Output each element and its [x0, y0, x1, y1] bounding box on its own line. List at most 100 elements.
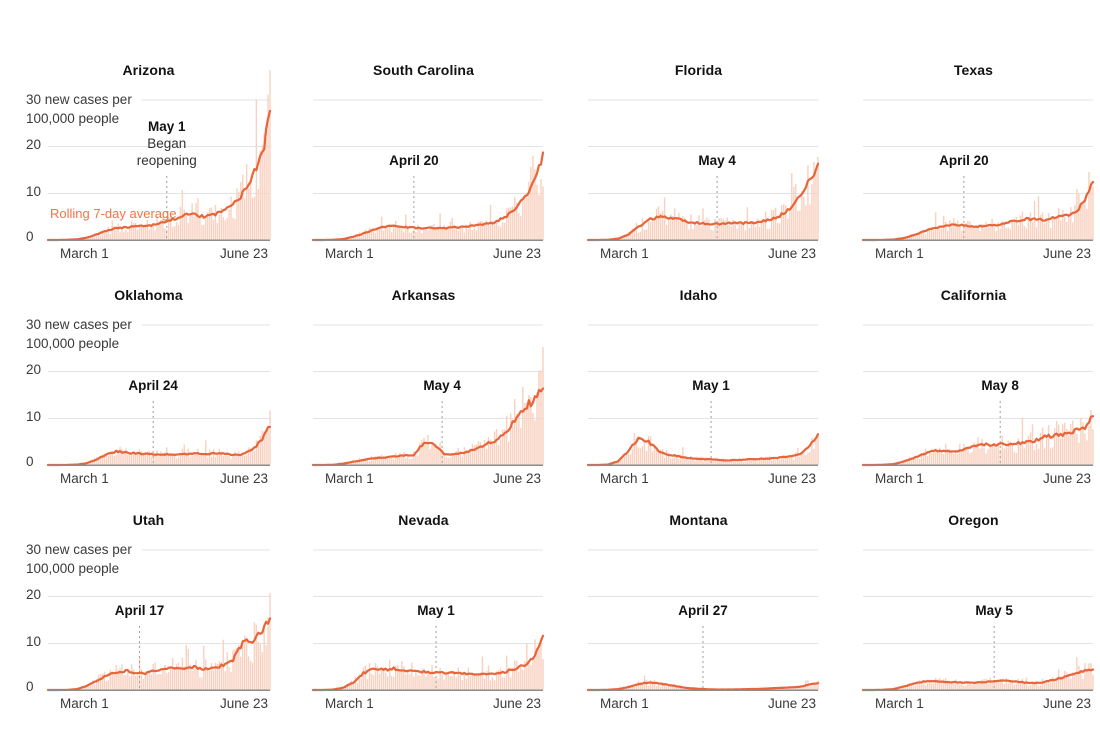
daily-cases-bar	[782, 457, 785, 465]
daily-cases-bar	[1005, 228, 1007, 240]
daily-cases-bar	[459, 451, 461, 465]
daily-cases-bar	[259, 435, 261, 465]
daily-cases-bar	[191, 455, 193, 465]
daily-cases-bar	[86, 684, 88, 690]
daily-cases-bar	[473, 673, 476, 690]
daily-cases-bar	[201, 677, 203, 690]
daily-cases-bar	[265, 137, 267, 240]
y-tick-20: 20	[26, 362, 42, 377]
daily-cases-bar	[750, 460, 753, 465]
daily-cases-bar	[148, 229, 150, 240]
daily-cases-bar	[175, 221, 178, 240]
daily-cases-bar	[210, 662, 213, 690]
daily-cases-bar	[922, 229, 925, 240]
daily-cases-bar	[979, 680, 981, 690]
daily-cases-bar	[461, 227, 464, 240]
daily-cases-bar	[959, 684, 961, 690]
daily-cases-bar	[505, 208, 508, 240]
daily-cases-bar	[243, 198, 246, 240]
daily-cases-bar	[906, 459, 909, 465]
daily-cases-bar	[991, 446, 993, 465]
daily-cases-bar	[123, 675, 125, 690]
daily-cases-bar	[510, 413, 512, 465]
daily-cases-bar	[360, 459, 363, 465]
daily-cases-bar	[505, 415, 508, 465]
daily-cases-bar	[479, 672, 482, 690]
daily-cases-bar	[949, 683, 951, 690]
daily-cases-bar	[1082, 204, 1084, 240]
daily-cases-bar	[637, 232, 640, 240]
daily-cases-bar	[780, 457, 783, 465]
daily-cases-bar	[255, 440, 258, 465]
daily-cases-bar	[205, 440, 207, 465]
daily-cases-bar	[146, 673, 149, 690]
daily-cases-bar	[785, 456, 787, 465]
daily-cases-bar	[216, 453, 219, 465]
daily-cases-bar	[651, 681, 654, 690]
daily-cases-bar	[429, 226, 431, 240]
daily-cases-bar	[981, 439, 983, 465]
daily-cases-bar	[1037, 685, 1040, 690]
daily-cases-bar	[1017, 678, 1020, 690]
daily-cases-bar	[195, 659, 197, 690]
daily-cases-bar	[348, 463, 351, 465]
daily-cases-bar	[999, 228, 1001, 240]
daily-cases-bar	[88, 685, 90, 690]
daily-cases-bar	[360, 236, 363, 240]
daily-cases-bar	[463, 232, 466, 240]
daily-cases-bar	[983, 447, 985, 465]
daily-cases-bar	[807, 452, 809, 465]
daily-cases-bar	[465, 224, 468, 240]
daily-cases-bar	[193, 668, 195, 690]
daily-cases-bar	[945, 443, 947, 465]
daily-cases-bar	[350, 461, 353, 465]
daily-cases-bar	[918, 459, 921, 465]
daily-cases-bar	[1043, 681, 1046, 690]
daily-cases-bar	[392, 676, 395, 690]
daily-cases-bar	[805, 455, 807, 465]
daily-cases-bar	[961, 451, 963, 465]
daily-cases-bar	[516, 660, 518, 690]
daily-cases-bar	[162, 669, 164, 690]
daily-cases-bar	[461, 679, 464, 690]
daily-cases-bar	[957, 220, 959, 240]
daily-cases-bar	[169, 213, 172, 240]
daily-cases-bar	[232, 454, 234, 465]
daily-cases-bar	[770, 209, 773, 240]
daily-cases-bar	[495, 429, 498, 465]
daily-cases-bar	[522, 669, 524, 690]
daily-cases-bar	[706, 217, 708, 240]
daily-cases-bar	[1043, 448, 1046, 465]
daily-cases-bar	[109, 454, 112, 465]
daily-cases-bar	[1076, 189, 1078, 240]
daily-cases-bar	[386, 228, 389, 240]
daily-cases-bar	[793, 459, 795, 465]
x-start-label: March 1	[325, 696, 374, 711]
daily-cases-bar	[1057, 669, 1060, 690]
daily-cases-bar	[516, 414, 518, 465]
daily-cases-bar	[86, 237, 88, 240]
daily-cases-bar	[154, 662, 156, 690]
daily-cases-bar	[1090, 409, 1092, 465]
daily-cases-bar	[704, 457, 706, 465]
daily-cases-bar	[663, 197, 666, 240]
daily-cases-bar	[354, 462, 357, 465]
daily-cases-bar	[653, 679, 656, 690]
daily-cases-bar	[156, 674, 158, 690]
daily-cases-bar	[639, 448, 642, 465]
daily-cases-bar	[1088, 171, 1090, 240]
daily-cases-bar	[973, 225, 975, 240]
daily-cases-bar	[973, 684, 975, 690]
daily-cases-bar	[395, 665, 397, 690]
daily-cases-bar	[682, 447, 684, 465]
daily-cases-bar	[910, 685, 913, 690]
daily-cases-bar	[789, 457, 791, 465]
daily-cases-bar	[251, 197, 254, 240]
x-end-label: June 23	[219, 471, 268, 486]
daily-cases-bar	[1035, 227, 1038, 240]
daily-cases-bar	[1027, 685, 1030, 690]
daily-cases-bar	[376, 666, 379, 690]
daily-cases-bar	[961, 230, 963, 240]
chart-title: Oregon	[948, 512, 999, 528]
rolling-average-line	[861, 180, 1095, 242]
